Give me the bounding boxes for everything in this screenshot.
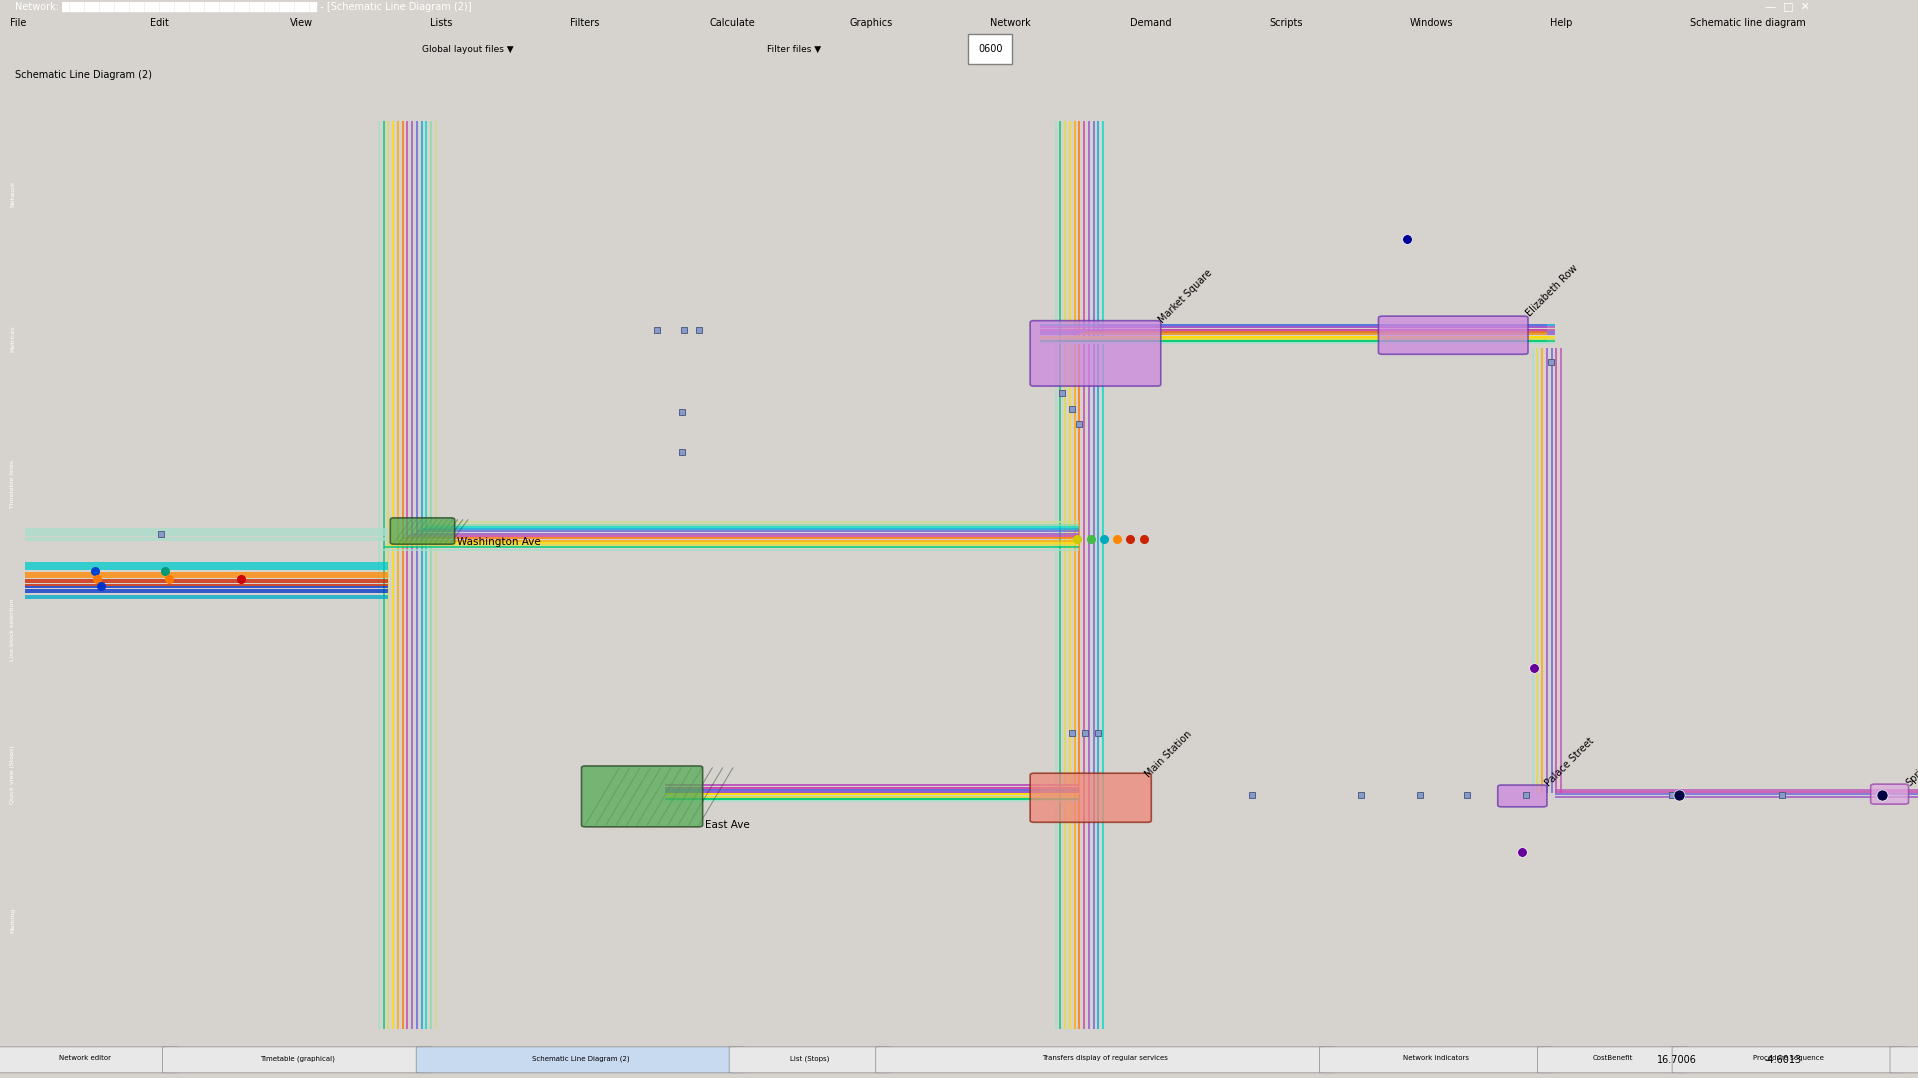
Text: Calculate: Calculate (710, 18, 756, 28)
Text: Schematic line diagram: Schematic line diagram (1690, 18, 1805, 28)
Text: Timetable (graphical): Timetable (graphical) (259, 1055, 334, 1062)
FancyBboxPatch shape (163, 1047, 432, 1073)
Text: Schematic Line Diagram (2): Schematic Line Diagram (2) (15, 70, 152, 80)
Text: Filters: Filters (570, 18, 598, 28)
Text: Filter files ▼: Filter files ▼ (767, 44, 821, 54)
Text: East Ave: East Ave (704, 820, 750, 830)
Text: Global layout files ▼: Global layout files ▼ (422, 44, 514, 54)
Text: —  □  ✕: — □ ✕ (1765, 2, 1809, 12)
Text: 0600: 0600 (978, 44, 1003, 54)
FancyBboxPatch shape (0, 1047, 178, 1073)
Text: Help: Help (1550, 18, 1573, 28)
Text: Market Square: Market Square (1157, 268, 1214, 326)
FancyBboxPatch shape (416, 1047, 744, 1073)
Text: Network: Network (10, 180, 15, 207)
FancyBboxPatch shape (1870, 784, 1908, 804)
FancyBboxPatch shape (1030, 773, 1151, 823)
Text: Washington Ave: Washington Ave (456, 538, 541, 548)
Text: -4.6013: -4.6013 (1765, 1055, 1801, 1065)
FancyBboxPatch shape (1379, 316, 1529, 355)
Text: Edit: Edit (150, 18, 169, 28)
Text: Transfers display of regular services: Transfers display of regular services (1041, 1055, 1168, 1062)
Text: Palace Street: Palace Street (1544, 736, 1596, 789)
Text: File: File (10, 18, 27, 28)
Text: Line block selection: Line block selection (10, 598, 15, 661)
FancyBboxPatch shape (389, 517, 455, 544)
Text: Network editor: Network editor (59, 1055, 111, 1062)
Text: List (Stops): List (Stops) (790, 1055, 830, 1062)
Text: Springs: Springs (1905, 755, 1918, 788)
Text: Marking: Marking (10, 908, 15, 934)
Text: Quick view (Stops): Quick view (Stops) (10, 746, 15, 804)
FancyBboxPatch shape (1498, 785, 1548, 806)
FancyBboxPatch shape (1672, 1047, 1905, 1073)
Text: Matrices: Matrices (10, 326, 15, 353)
Text: CostBenefit: CostBenefit (1592, 1055, 1632, 1062)
Text: Procedure sequence: Procedure sequence (1753, 1055, 1824, 1062)
Text: Timetable lines: Timetable lines (10, 460, 15, 508)
Text: Graphics: Graphics (850, 18, 894, 28)
FancyBboxPatch shape (1320, 1047, 1554, 1073)
Text: Elizabeth Row: Elizabeth Row (1525, 262, 1580, 318)
FancyBboxPatch shape (1889, 1047, 1918, 1073)
Text: Lists: Lists (430, 18, 453, 28)
Text: View: View (290, 18, 313, 28)
Text: Network: Network (990, 18, 1030, 28)
Text: Schematic Line Diagram (2): Schematic Line Diagram (2) (531, 1055, 629, 1062)
FancyBboxPatch shape (877, 1047, 1335, 1073)
Text: 16.7006: 16.7006 (1657, 1055, 1697, 1065)
Text: Demand: Demand (1130, 18, 1172, 28)
Text: Scripts: Scripts (1270, 18, 1302, 28)
FancyBboxPatch shape (581, 766, 702, 827)
FancyBboxPatch shape (1030, 320, 1160, 386)
FancyBboxPatch shape (729, 1047, 892, 1073)
Text: Main Station: Main Station (1143, 729, 1195, 779)
FancyBboxPatch shape (1538, 1047, 1688, 1073)
Text: Windows: Windows (1410, 18, 1454, 28)
Text: Network indicators: Network indicators (1404, 1055, 1469, 1062)
Text: Network: ██████████████████████████████████ - [Schematic Line Diagram (2)]: Network: ███████████████████████████████… (15, 2, 472, 12)
